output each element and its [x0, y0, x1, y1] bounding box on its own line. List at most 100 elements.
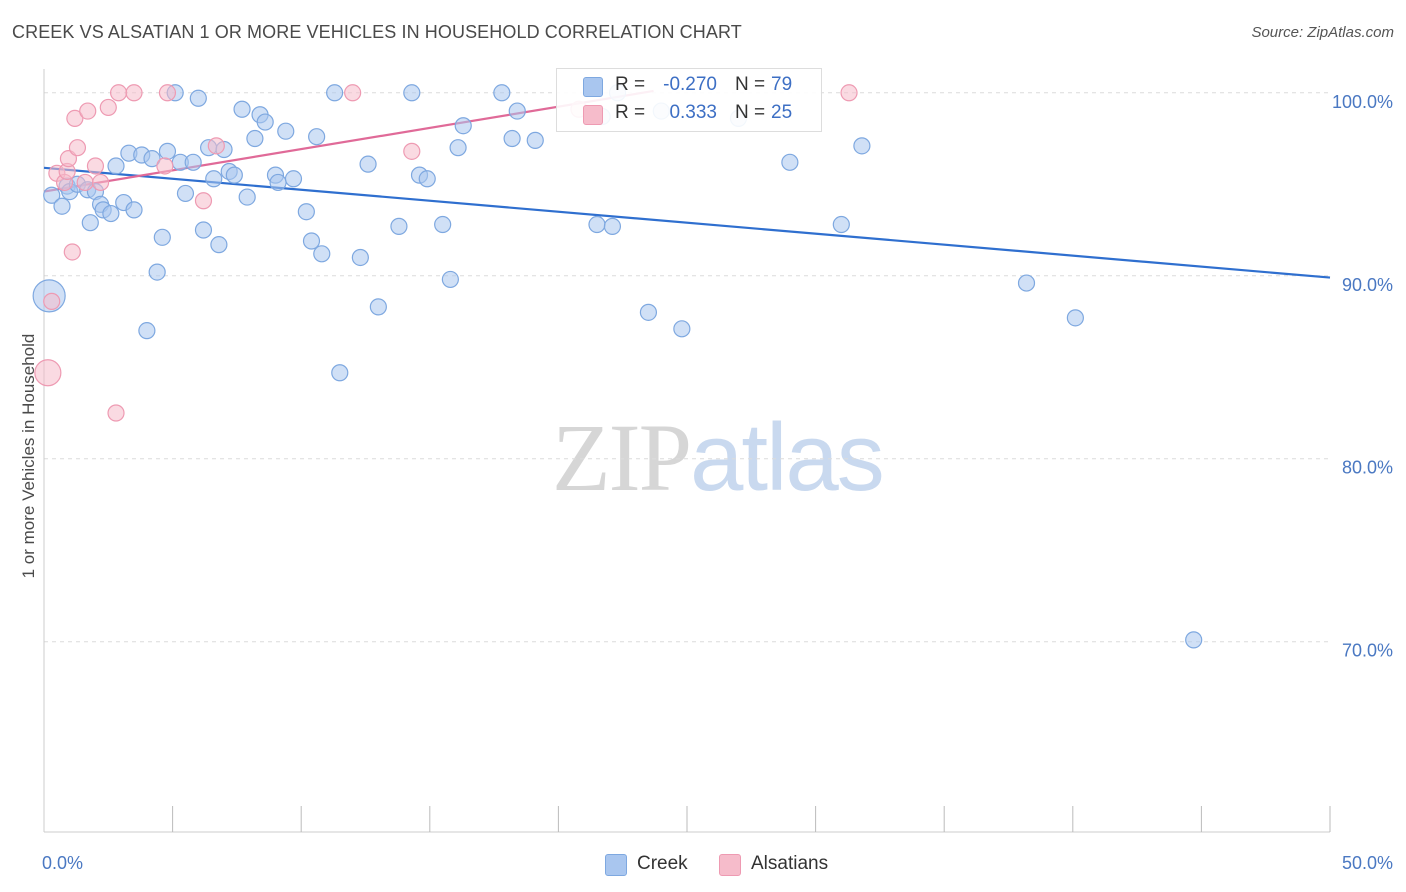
alsatians-point	[125, 84, 143, 102]
creek-point	[588, 215, 606, 234]
creek-point	[143, 150, 161, 168]
creek-point	[781, 153, 799, 171]
alsatians-n-value: 25	[771, 102, 793, 123]
creek-n-label: N =	[735, 74, 766, 95]
creek-point	[210, 236, 228, 254]
creek-point	[176, 184, 195, 203]
alsatians-point	[79, 102, 97, 120]
chart-title: CREEK VS ALSATIAN 1 OR MORE VEHICLES IN …	[12, 22, 742, 42]
creek-point	[81, 214, 99, 232]
creek-point	[297, 203, 315, 221]
creek-point	[434, 215, 452, 234]
creek-point	[673, 320, 691, 338]
alsatians-point	[156, 157, 174, 175]
creek-point	[418, 170, 436, 188]
creek-trend-line	[43, 166, 1331, 279]
creek-r-value: -0.270	[663, 74, 717, 95]
alsatians-legend-swatch	[719, 854, 741, 876]
alsatians-point	[194, 192, 213, 210]
creek-point	[351, 248, 369, 267]
alsatians-points	[34, 84, 858, 422]
creek-point	[233, 100, 251, 118]
creek-point	[277, 122, 295, 140]
legend-row-alsatians: R = 0.333 N = 25	[557, 100, 821, 128]
creek-legend-swatch	[605, 854, 627, 876]
alsatians-r-value: 0.333	[669, 102, 717, 123]
creek-point	[256, 113, 274, 131]
creek-legend-label: Creek	[637, 853, 688, 874]
creek-point	[153, 228, 171, 246]
creek-point	[184, 153, 202, 171]
y-tick-label: 70.0%	[1342, 641, 1393, 661]
alsatians-point	[403, 142, 421, 160]
alsatians-swatch	[583, 105, 603, 125]
alsatians-point	[68, 139, 87, 157]
creek-point	[403, 84, 421, 102]
creek-point	[639, 303, 658, 321]
creek-point	[359, 155, 377, 173]
source-label: Source: ZipAtlas.com	[1251, 24, 1394, 41]
x-tick-label: 50.0%	[1342, 853, 1393, 873]
alsatians-point	[344, 84, 362, 102]
creek-point	[148, 263, 166, 281]
alsatians-point	[99, 98, 117, 117]
alsatians-point	[66, 109, 84, 128]
creek-point	[853, 137, 871, 155]
alsatians-point	[34, 359, 62, 387]
creek-n-value: 79	[771, 74, 793, 95]
y-tick-label: 80.0%	[1342, 458, 1393, 478]
creek-point	[53, 197, 71, 215]
correlation-legend: R = -0.270 N = 79 R = 0.333 N = 25	[556, 68, 822, 132]
creek-point	[508, 102, 526, 120]
x-tick-label: 0.0%	[42, 853, 83, 873]
creek-point	[205, 170, 223, 188]
y-axis-title: 1 or more Vehicles in Household	[19, 334, 38, 579]
alsatians-point	[86, 157, 105, 175]
alsatians-n-label: N =	[735, 102, 766, 123]
alsatians-r-label: R =	[615, 102, 646, 123]
creek-point	[331, 364, 349, 382]
creek-point	[441, 270, 459, 289]
alsatians-point	[840, 84, 858, 102]
creek-point	[603, 217, 622, 235]
creek-point	[284, 170, 303, 188]
creek-point	[43, 186, 61, 204]
creek-point	[454, 117, 472, 135]
creek-point	[369, 298, 387, 316]
creek-point	[832, 215, 850, 234]
creek-point	[125, 201, 143, 219]
creek-point	[503, 129, 521, 148]
creek-points	[32, 84, 1203, 649]
creek-point	[390, 217, 408, 235]
creek-point	[493, 84, 511, 102]
creek-point	[138, 322, 156, 340]
tick-labels: 100.0% 90.0% 80.0% 70.0% 0.0% 50.0%	[42, 92, 1393, 873]
alsatians-point	[109, 84, 128, 102]
creek-point	[1017, 274, 1036, 292]
alsatians-point	[158, 84, 177, 102]
legend-row-creek: R = -0.270 N = 79	[557, 72, 821, 100]
creek-point	[107, 157, 125, 175]
creek-point	[225, 166, 243, 184]
creek-point	[302, 232, 321, 250]
series-legend: Creek Alsatians	[0, 852, 1406, 878]
watermark: ZIPatlas	[552, 402, 885, 513]
creek-point	[102, 204, 120, 223]
creek-point	[526, 131, 544, 149]
creek-point	[1185, 631, 1203, 649]
watermark-atlas: atlas	[690, 404, 885, 511]
alsatians-point	[76, 173, 94, 192]
creek-swatch	[583, 77, 603, 97]
creek-point	[308, 128, 326, 146]
creek-point	[158, 142, 177, 160]
creek-point	[238, 188, 256, 206]
alsatians-point	[107, 404, 125, 422]
creek-point	[313, 245, 331, 263]
alsatians-legend-label: Alsatians	[751, 853, 829, 874]
creek-point	[269, 173, 287, 192]
creek-r-label: R =	[615, 74, 646, 95]
alsatians-trend-line	[43, 89, 654, 193]
watermark-zip: ZIP	[552, 404, 692, 511]
creek-point	[194, 221, 213, 239]
